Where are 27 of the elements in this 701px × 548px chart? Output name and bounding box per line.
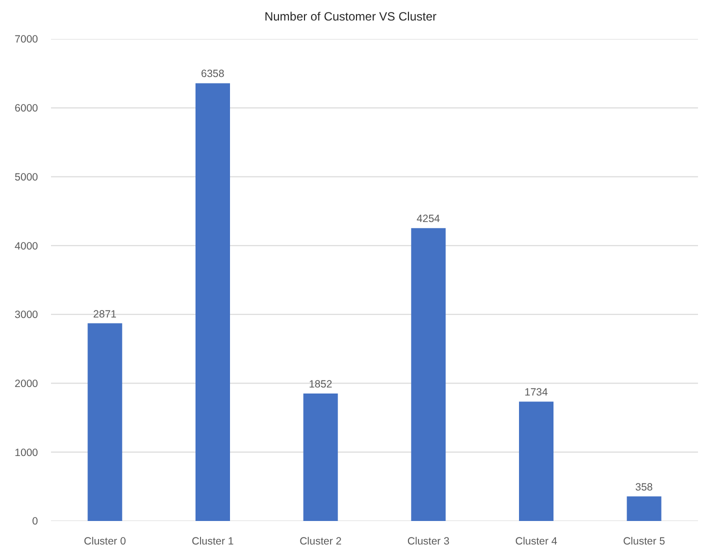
x-tick-label: Cluster 3 — [407, 536, 450, 548]
data-label: 6358 — [200, 68, 225, 80]
x-tick-label: Cluster 2 — [300, 536, 342, 548]
y-tick-label: 1000 — [14, 446, 38, 459]
y-tick-label: 5000 — [14, 171, 38, 184]
bar — [196, 83, 230, 521]
data-label: 358 — [635, 481, 653, 494]
bar — [519, 402, 554, 521]
data-label: 4254 — [416, 213, 440, 226]
bar — [88, 323, 122, 521]
bar — [303, 393, 338, 521]
x-tick-label: Cluster 5 — [623, 536, 666, 548]
x-tick-label: Cluster 4 — [515, 536, 558, 548]
data-label: 2871 — [93, 308, 117, 320]
y-tick-label: 6000 — [14, 102, 38, 115]
y-tick-label: 2000 — [14, 378, 38, 390]
bar — [411, 228, 446, 521]
data-label: 1734 — [524, 386, 548, 399]
y-tick-label: 3000 — [14, 309, 38, 322]
x-tick-label: Cluster 1 — [192, 536, 234, 548]
bar — [626, 496, 662, 521]
y-tick-label: 4000 — [14, 240, 38, 252]
data-label: 1852 — [308, 378, 332, 390]
chart-title: Number of Customer VS Cluster — [264, 9, 437, 24]
x-tick-label: Cluster 0 — [84, 536, 126, 548]
y-tick-label: 7000 — [14, 34, 38, 46]
y-tick-label: 0 — [32, 516, 38, 528]
